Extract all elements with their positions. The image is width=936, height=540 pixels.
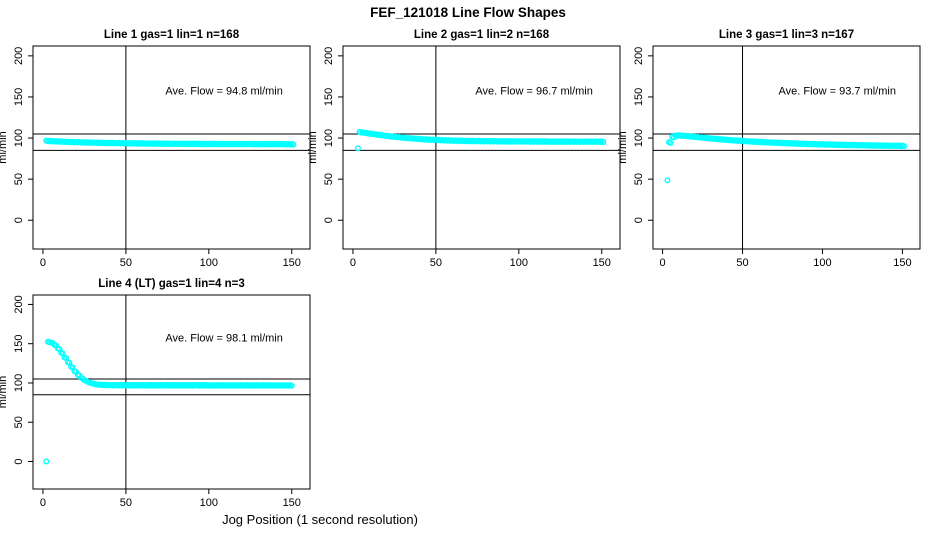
y-tick-label: 200 [13, 47, 25, 65]
y-tick-label: 200 [323, 47, 335, 65]
y-tick-label: 150 [13, 88, 25, 106]
y-tick-label: 200 [13, 295, 25, 313]
data-point [290, 141, 297, 148]
ave-flow-annotation: Ave. Flow = 94.8 ml/min [165, 86, 282, 98]
y-tick-label: 0 [13, 458, 25, 464]
data-point [901, 143, 908, 150]
x-tick-label: 150 [893, 257, 911, 269]
x-tick-label: 150 [593, 257, 611, 269]
x-tick-label: 0 [350, 257, 356, 269]
y-tick-label: 100 [13, 129, 25, 147]
y-axis-title: ml/min [307, 131, 319, 163]
y-axis-title: ml/min [0, 131, 9, 163]
y-tick-label: 50 [633, 173, 645, 185]
panel-title: Line 2 gas=1 lin=2 n=168 [414, 29, 550, 41]
data-point [667, 139, 674, 146]
y-tick-label: 50 [13, 416, 25, 428]
y-tick-label: 0 [323, 217, 335, 223]
y-axis-title: ml/min [617, 131, 629, 163]
x-axis-label: Jog Position (1 second resolution) [222, 512, 418, 527]
y-axis-title: ml/min [0, 376, 9, 408]
panel-title: Line 4 (LT) gas=1 lin=4 n=3 [98, 278, 244, 290]
plot-box [342, 45, 621, 250]
y-tick-label: 0 [633, 217, 645, 223]
x-tick-label: 50 [430, 257, 442, 269]
y-tick-label: 150 [633, 88, 645, 106]
panel-title: Line 1 gas=1 lin=1 n=168 [104, 29, 240, 41]
data-point [600, 139, 607, 146]
x-tick-label: 150 [283, 257, 301, 269]
y-tick-label: 0 [13, 217, 25, 223]
y-tick-label: 100 [633, 129, 645, 147]
x-tick-label: 0 [40, 257, 46, 269]
y-tick-label: 150 [13, 335, 25, 353]
outlier-point [664, 177, 671, 184]
panel-title: Line 3 gas=1 lin=3 n=167 [719, 29, 854, 41]
ave-flow-annotation: Ave. Flow = 93.7 ml/min [778, 86, 895, 98]
y-tick-label: 50 [323, 173, 335, 185]
y-tick-label: 50 [13, 173, 25, 185]
y-tick-label: 100 [13, 374, 25, 392]
x-tick-label: 50 [120, 497, 132, 509]
x-tick-label: 0 [40, 497, 46, 509]
data-point [288, 382, 295, 389]
x-tick-label: 150 [283, 497, 301, 509]
x-tick-label: 50 [120, 257, 132, 269]
y-tick-label: 200 [633, 47, 645, 65]
plot-box [32, 294, 311, 490]
y-tick-label: 150 [323, 88, 335, 106]
outlier-point [354, 145, 361, 152]
x-tick-label: 0 [660, 257, 666, 269]
x-tick-label: 100 [510, 257, 528, 269]
x-tick-label: 100 [200, 497, 218, 509]
ave-flow-annotation: Ave. Flow = 98.1 ml/min [165, 333, 282, 345]
y-tick-label: 100 [323, 129, 335, 147]
plot-box [652, 45, 921, 250]
ave-flow-annotation: Ave. Flow = 96.7 ml/min [475, 86, 592, 98]
outlier-point [43, 458, 50, 465]
x-tick-label: 100 [200, 257, 218, 269]
x-tick-label: 100 [813, 257, 831, 269]
main-title: FEF_121018 Line Flow Shapes [370, 5, 566, 20]
x-tick-label: 50 [736, 257, 748, 269]
plot-box [32, 45, 311, 250]
